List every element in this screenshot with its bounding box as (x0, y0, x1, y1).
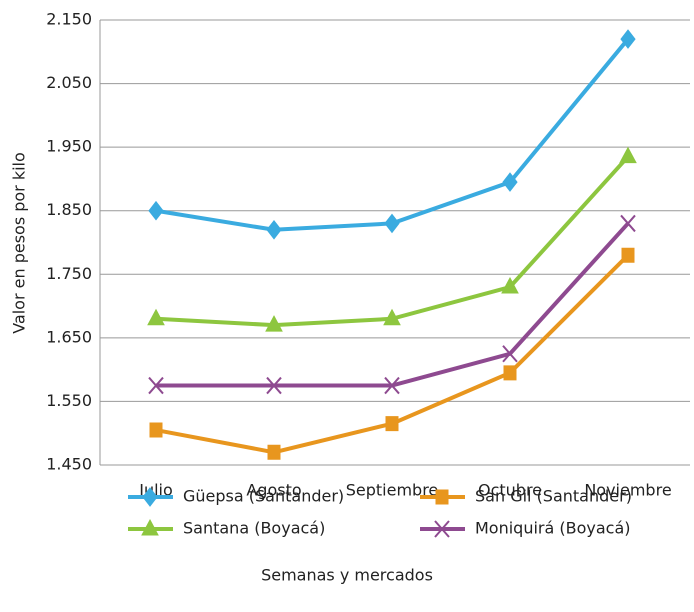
point (502, 172, 518, 192)
point (266, 219, 282, 240)
point (501, 276, 519, 294)
series-line (156, 222, 630, 388)
x-axis-label: Semanas y mercados (261, 566, 433, 585)
point (502, 345, 518, 363)
legend-marker (141, 518, 159, 536)
legend-marker (142, 487, 158, 507)
x-tick-label: Octubre (478, 481, 542, 500)
point (149, 422, 163, 438)
x-tick-label: Septiembre (346, 481, 439, 500)
point (383, 308, 401, 326)
point (384, 376, 400, 395)
point (265, 315, 283, 332)
legend-marker (434, 520, 450, 538)
legend-label: Santana (Boyacá) (183, 519, 325, 538)
y-tick-label: 2.150 (46, 10, 92, 29)
point (266, 376, 282, 395)
y-tick-label: 1.450 (46, 455, 92, 474)
y-tick-label: 2.050 (46, 73, 92, 92)
point (620, 29, 636, 49)
series-line (155, 37, 630, 232)
legend-label: Güepsa (Santander) (183, 487, 344, 506)
y-tick-label: 1.950 (46, 137, 92, 156)
point (148, 376, 164, 395)
legend-label: San Gil (Santander) (475, 487, 632, 506)
point (621, 247, 635, 263)
legend-label: Moniquirá (Boyacá) (475, 519, 631, 538)
point (503, 365, 517, 381)
y-tick-label: 1.850 (46, 200, 92, 219)
y-axis-label: Valor en pesos por kilo (10, 152, 29, 334)
point (147, 308, 165, 326)
point (385, 416, 399, 432)
y-tick-label: 1.650 (46, 327, 92, 346)
legend-marker (435, 489, 449, 505)
y-tick-label: 1.750 (46, 264, 92, 283)
x-tick-label: Noviembre (584, 481, 671, 500)
point (384, 213, 400, 234)
point (619, 146, 637, 164)
x-tick-label: Agosto (246, 481, 301, 500)
point (620, 214, 636, 233)
point (267, 444, 281, 460)
y-tick-label: 1.550 (46, 391, 92, 410)
point (148, 200, 164, 221)
